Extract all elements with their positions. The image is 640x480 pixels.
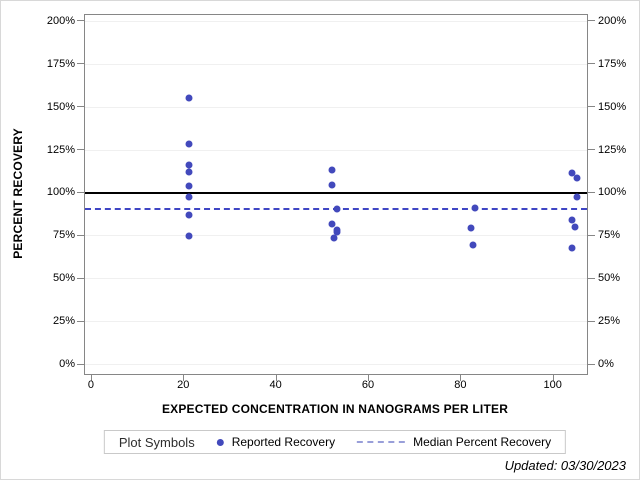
gridline — [85, 106, 587, 108]
x-tick-label: 60 — [361, 379, 375, 391]
data-point — [185, 182, 193, 190]
y-tick-right — [588, 63, 595, 65]
gridline — [85, 278, 587, 280]
data-point — [571, 223, 579, 231]
x-tick-label: 20 — [177, 379, 190, 391]
data-point — [328, 166, 336, 174]
y-tick-left — [77, 320, 84, 322]
x-axis-title: EXPECTED CONCENTRATION IN NANOGRAMS PER … — [161, 402, 509, 416]
y-tick-right — [588, 363, 595, 365]
x-tick — [368, 375, 370, 381]
legend-entry-median-recovery: Median Percent Recovery — [357, 435, 551, 449]
reference-line-100pct — [85, 191, 587, 194]
gridline — [85, 364, 587, 366]
y-tick-label-left: 200% — [46, 14, 75, 27]
y-tick-label-right: 75% — [598, 229, 621, 242]
y-tick-label-right: 25% — [598, 315, 621, 328]
gridline — [85, 321, 587, 323]
y-tick-label-left: 50% — [52, 272, 75, 285]
y-tick-label-right: 50% — [598, 272, 621, 285]
data-point — [573, 193, 581, 201]
y-tick-left — [77, 106, 84, 108]
y-tick-right — [588, 320, 595, 322]
x-tick — [552, 375, 554, 381]
data-point — [185, 140, 193, 148]
data-point — [330, 234, 338, 242]
y-tick-left — [77, 277, 84, 279]
y-tick-left — [77, 363, 84, 365]
y-tick-label-left: 150% — [46, 100, 75, 113]
x-tick — [90, 375, 92, 381]
x-tick — [460, 375, 462, 381]
y-tick-left — [77, 149, 84, 151]
y-tick-left — [77, 191, 84, 193]
y-tick-left — [77, 63, 84, 65]
y-tick-right — [588, 191, 595, 193]
x-tick-label: 0 — [87, 379, 94, 391]
y-tick-label-left: 125% — [46, 143, 75, 156]
y-tick-label-right: 200% — [598, 14, 627, 27]
y-tick-right — [588, 20, 595, 22]
plot-area — [84, 14, 588, 375]
legend-title: Plot Symbols — [118, 434, 195, 450]
y-tick-right — [588, 277, 595, 279]
data-point — [328, 220, 336, 228]
data-point — [568, 244, 576, 252]
data-point — [471, 204, 479, 212]
gridline — [85, 149, 587, 151]
y-tick-right — [588, 106, 595, 108]
updated-footnote: Updated: 03/30/2023 — [504, 458, 626, 473]
scatter-marker-icon — [216, 438, 224, 446]
data-point — [469, 241, 477, 249]
data-point — [185, 232, 193, 239]
x-tick — [275, 375, 277, 381]
y-tick-label-left: 100% — [46, 186, 75, 199]
y-tick-right — [588, 234, 595, 236]
data-point — [185, 94, 193, 102]
data-point — [185, 168, 193, 176]
y-tick-left — [77, 234, 84, 236]
data-point — [467, 224, 475, 232]
y-tick-label-right: 0% — [598, 358, 614, 371]
y-tick-label-left: 25% — [52, 315, 75, 328]
data-point — [333, 228, 341, 236]
x-tick-label: 40 — [269, 379, 282, 391]
y-tick-label-left: 75% — [52, 229, 75, 242]
x-tick — [183, 375, 185, 381]
data-point — [573, 174, 581, 182]
gridline — [85, 63, 587, 65]
gridline — [85, 20, 587, 22]
data-point — [568, 216, 576, 224]
y-tick-label-left: 175% — [46, 57, 75, 70]
y-tick-label-left: 0% — [59, 358, 75, 371]
y-axis-title: PERCENT RECOVERY — [11, 128, 25, 259]
legend-entry-reported-recovery: Reported Recovery — [216, 435, 335, 449]
y-tick-label-right: 175% — [598, 57, 627, 70]
dashed-line-icon — [357, 441, 406, 443]
y-tick-label-right: 100% — [598, 186, 627, 199]
y-tick-label-right: 125% — [598, 143, 627, 156]
data-point — [185, 193, 193, 201]
data-point — [185, 211, 193, 219]
data-point — [185, 161, 193, 169]
data-point — [568, 169, 576, 177]
y-tick-right — [588, 149, 595, 151]
x-tick-label: 80 — [454, 379, 467, 391]
data-point — [333, 205, 341, 213]
x-tick-label: 100 — [543, 379, 562, 391]
y-tick-label-right: 150% — [598, 100, 627, 113]
y-tick-left — [77, 20, 84, 22]
data-point — [328, 181, 336, 189]
legend: Plot Symbols Reported Recovery Median Pe… — [103, 430, 567, 454]
